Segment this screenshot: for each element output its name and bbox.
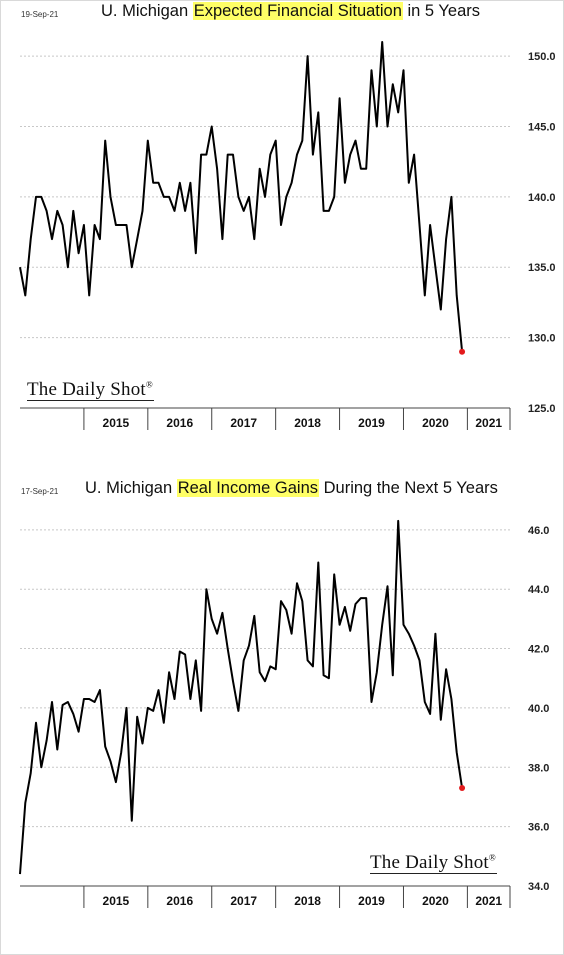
x-tick-label: 2016	[166, 894, 193, 908]
x-tick-label: 2016	[166, 416, 193, 430]
x-tick-label: 2017	[230, 416, 257, 430]
chart-title: U. Michigan Real Income Gains During the…	[85, 479, 498, 498]
title-highlight: Expected Financial Situation	[192, 2, 403, 20]
series-line	[19, 519, 464, 875]
x-tick-label: 2018	[294, 416, 321, 430]
x-tick-label: 2021	[475, 416, 502, 430]
title-text-post: in 5 Years	[402, 2, 480, 20]
watermark-mark: ®	[488, 852, 496, 863]
x-tick-label: 2020	[422, 416, 449, 430]
x-tick-label: 2019	[358, 894, 385, 908]
y-tick-label: 46.0	[528, 525, 549, 537]
y-tick-label: 145.0	[528, 121, 556, 133]
line-chart: 34.0 36.0 38.0 40.0 42.0 44.0 46.0 2015 2016 2017…	[19, 519, 549, 908]
chart-date: 19-Sep-21	[21, 10, 59, 19]
x-tick-label: 2021	[475, 894, 502, 908]
y-tick-label: 140.0	[528, 192, 556, 204]
watermark-logo: The Daily Shot®	[370, 852, 496, 874]
x-tick-label: 2017	[230, 894, 257, 908]
title-text-pre: U. Michigan	[101, 2, 193, 20]
last-value-marker	[459, 785, 466, 792]
y-tick-label: 34.0	[528, 881, 549, 893]
title-text-pre: U. Michigan	[85, 479, 177, 497]
x-tick-label: 2020	[422, 894, 449, 908]
watermark-logo: The Daily Shot®	[27, 379, 153, 401]
line-chart: 125.0 130.0 135.0 140.0 145.0 150.0 2015 2016 20…	[19, 41, 556, 430]
x-tick-label: 2019	[358, 416, 385, 430]
watermark-underline	[27, 400, 154, 401]
y-tick-label: 42.0	[528, 644, 549, 656]
y-tick-label: 36.0	[528, 822, 549, 834]
last-value-marker	[459, 348, 466, 355]
y-tick-label: 40.0	[528, 703, 549, 715]
y-tick-label: 150.0	[528, 51, 556, 63]
series-line	[19, 41, 464, 352]
title-text-post: During the Next 5 Years	[319, 479, 498, 497]
title-highlight: Real Income Gains	[176, 479, 320, 497]
x-tick-label: 2015	[103, 894, 130, 908]
watermark-text: The Daily Shot	[27, 379, 146, 400]
y-tick-label: 125.0	[528, 403, 556, 415]
y-tick-label: 38.0	[528, 762, 549, 774]
chart-title: U. Michigan Expected Financial Situation…	[101, 2, 480, 21]
watermark-underline	[370, 873, 497, 874]
chart-panel-real-income: 17-Sep-21 U. Michigan Real Income Gains …	[0, 440, 564, 955]
x-tick-label: 2015	[103, 416, 130, 430]
chart-date: 17-Sep-21	[21, 487, 59, 496]
y-tick-label: 44.0	[528, 584, 549, 596]
watermark-mark: ®	[145, 379, 153, 390]
y-tick-label: 135.0	[528, 262, 556, 274]
x-tick-label: 2018	[294, 894, 321, 908]
watermark-text: The Daily Shot	[370, 852, 489, 873]
chart-panel-expected-financial: 19-Sep-21 U. Michigan Expected Financial…	[0, 0, 564, 440]
y-tick-label: 130.0	[528, 333, 556, 345]
